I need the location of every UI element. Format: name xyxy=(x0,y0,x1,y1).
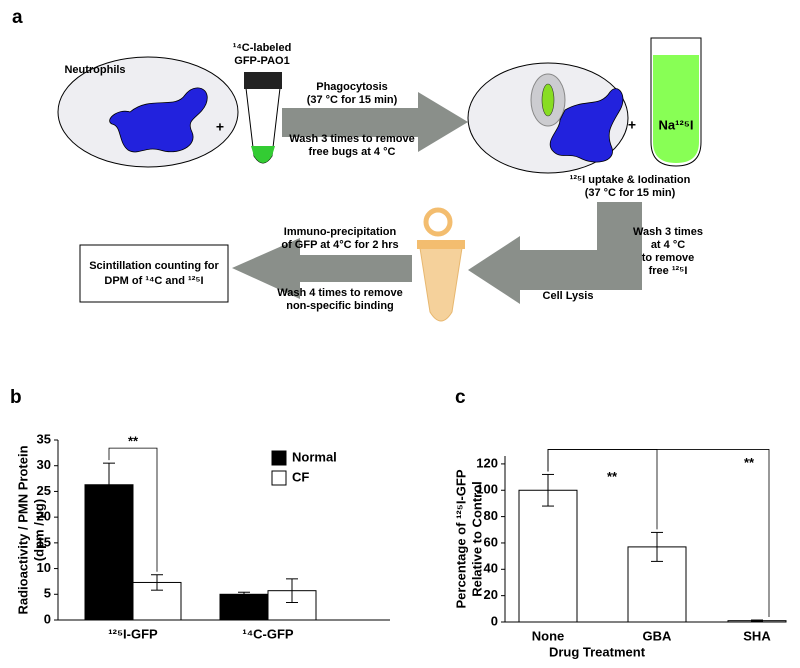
x-tick-label: ¹²⁵I-GFP xyxy=(108,626,158,641)
bacteria-label: ¹⁴C-labeled xyxy=(233,42,292,54)
y-axis-label: Radioactivity / PMN Protein xyxy=(15,445,30,614)
step-label: Phagocytosis xyxy=(316,81,388,93)
legend-label: CF xyxy=(292,469,309,484)
y-tick-label: 0 xyxy=(44,611,51,626)
y-axis-label: Percentage of ¹²⁵I-GFP xyxy=(453,469,468,608)
step-label: at 4 °C xyxy=(651,239,685,251)
plus: + xyxy=(216,119,224,135)
y-tick-label: 30 xyxy=(37,457,51,472)
step-label: Wash 4 times to remove xyxy=(277,287,403,299)
y-tick-label: 60 xyxy=(484,534,498,549)
bacteria-label: GFP-PAO1 xyxy=(234,55,289,67)
y-tick-label: 120 xyxy=(476,455,498,470)
step-label: Wash 3 times to remove xyxy=(289,133,415,145)
y-tick-label: 5 xyxy=(44,586,51,601)
panel-label: b xyxy=(10,387,22,408)
panel-label: c xyxy=(455,387,466,408)
x-tick-label: SHA xyxy=(743,628,771,643)
significance-label: ** xyxy=(607,469,618,484)
bar xyxy=(84,484,134,621)
panel-label: a xyxy=(12,7,23,28)
step-label: (37 °C for 15 min) xyxy=(307,94,398,106)
neutrophil-blob xyxy=(549,88,624,163)
step-label: of GFP at 4°C for 2 hrs xyxy=(281,239,398,251)
arrow xyxy=(282,92,468,152)
y-tick-label: 35 xyxy=(37,431,51,446)
step-label: free ¹²⁵I xyxy=(649,265,688,277)
neutrophil-blob xyxy=(109,87,208,153)
plus: + xyxy=(628,117,636,133)
step-label: (37 °C for 15 min) xyxy=(585,187,676,199)
y-axis-label: (dpm / µg) xyxy=(31,499,46,561)
legend-swatch xyxy=(271,470,287,486)
legend-swatch xyxy=(271,450,287,466)
y-tick-label: 100 xyxy=(476,482,498,497)
legend-label: Normal xyxy=(292,449,337,464)
result-label: Scintillation counting for xyxy=(89,260,219,272)
y-tick-label: 0 xyxy=(491,613,498,628)
step-label: free bugs at 4 °C xyxy=(309,146,396,158)
step-label: non-specific binding xyxy=(286,300,394,312)
step-label: Cell Lysis xyxy=(543,290,594,302)
workflow-diagram: a Neutrophils + ¹⁴C-labeled GFP-PAO1 Pha… xyxy=(12,7,703,322)
bacterium xyxy=(541,83,555,117)
y-tick-label: 10 xyxy=(37,560,51,575)
y-tick-label: 40 xyxy=(484,561,498,576)
y-tick-label: 15 xyxy=(37,534,51,549)
arrow xyxy=(232,238,412,299)
x-tick-label: ¹⁴C-GFP xyxy=(242,626,294,641)
x-axis-label: Drug Treatment xyxy=(549,644,646,659)
iodide-solution xyxy=(653,55,699,163)
result-label: DPM of ¹⁴C and ¹²⁵I xyxy=(104,275,203,287)
tube-cap xyxy=(244,72,282,89)
y-tick-label: 25 xyxy=(37,483,51,498)
result-box xyxy=(79,244,229,303)
x-tick-label: GBA xyxy=(643,628,673,643)
step-label: Wash 3 times xyxy=(633,226,703,238)
significance-label: ** xyxy=(128,434,139,449)
significance-bracket xyxy=(547,449,770,618)
arrow xyxy=(468,202,642,304)
bacteria-pellet xyxy=(251,146,275,163)
x-tick-label: None xyxy=(532,628,565,643)
step-label: Immuno-precipitation xyxy=(284,226,397,238)
y-tick-label: 80 xyxy=(484,508,498,523)
significance-label: ** xyxy=(744,455,755,470)
tube-label: Na¹²⁵I xyxy=(659,117,694,132)
significance-bracket xyxy=(108,447,158,572)
y-tick-label: 20 xyxy=(484,587,498,602)
bar xyxy=(518,489,578,623)
bar xyxy=(219,593,269,621)
eppendorf-tube xyxy=(417,207,465,322)
y-tick-label: 20 xyxy=(37,509,51,524)
step-label: ¹²⁵I uptake & Iodination xyxy=(570,174,691,186)
step-label: to remove xyxy=(642,252,695,264)
y-axis-label: Relative to Control xyxy=(469,481,484,597)
neutrophils-label: Neutrophils xyxy=(64,64,125,76)
